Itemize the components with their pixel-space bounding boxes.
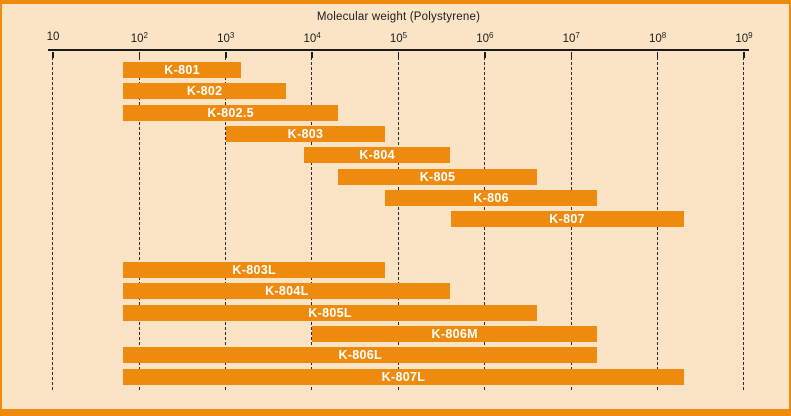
x-tick-label: 109 — [735, 31, 753, 45]
chart-title: Molecular weight (Polystyrene) — [316, 11, 481, 23]
range-bar-k-803l: K-803L — [123, 262, 386, 278]
gridline — [225, 57, 226, 390]
gridline — [397, 57, 399, 390]
bar-label: K-802 — [186, 84, 223, 99]
range-bar-k-802: K-802 — [123, 83, 287, 100]
x-tick-label: 108 — [649, 31, 667, 45]
x-tick-mark — [311, 52, 313, 58]
gridline — [138, 57, 140, 390]
x-tick-mark — [225, 52, 227, 58]
range-bar-k-804l: K-804L — [123, 283, 451, 300]
x-tick-label: 102 — [130, 31, 148, 45]
gridline — [743, 57, 745, 390]
bar-label: K-801 — [164, 63, 200, 77]
x-tick-mark — [484, 52, 486, 58]
bar-label: K-802.5 — [207, 105, 254, 120]
bar-label: K-804L — [265, 284, 309, 299]
frame-border-bottom — [0, 409, 791, 416]
range-bar-k-803: K-803 — [225, 125, 386, 142]
x-tick-mark — [397, 52, 400, 58]
x-tick-label: 10 — [46, 31, 60, 43]
frame-border-right — [789, 0, 791, 416]
bar-label: K-804 — [359, 148, 395, 163]
range-bar-k-807l: K-807L — [123, 368, 684, 385]
range-bar-k-805: K-805 — [338, 168, 537, 185]
bar-label: K-803L — [232, 263, 276, 277]
x-tick-label: 104 — [303, 31, 321, 45]
x-tick-mark — [656, 52, 659, 58]
bar-label: K-807 — [549, 212, 585, 227]
x-tick-mark — [52, 52, 54, 58]
bar-label: K-806 — [473, 190, 509, 205]
x-tick-label: 105 — [389, 31, 408, 45]
frame-border-top — [0, 0, 791, 4]
bar-label: K-805 — [419, 169, 456, 184]
bar-label: K-806M — [431, 326, 478, 341]
bar-label: K-806L — [338, 348, 382, 363]
x-tick-mark — [138, 52, 141, 58]
x-tick-label: 103 — [217, 31, 235, 45]
range-bar-k-806l: K-806L — [123, 347, 598, 364]
gridline — [311, 57, 313, 390]
range-bar-k-806m: K-806M — [312, 325, 598, 342]
range-bar-k-804: K-804 — [303, 147, 451, 164]
bar-label: K-807L — [381, 369, 426, 384]
frame-border-left — [0, 0, 2, 416]
gridline — [52, 57, 54, 390]
range-bar-k-802.5: K-802.5 — [123, 104, 339, 121]
x-tick-label: 107 — [562, 31, 580, 45]
range-bar-k-801: K-801 — [123, 62, 241, 78]
x-tick-mark — [743, 52, 745, 58]
x-tick-label: 106 — [476, 31, 494, 45]
x-axis-line — [48, 49, 749, 51]
range-bar-k-807: K-807 — [450, 211, 684, 228]
bar-label: K-803 — [287, 126, 324, 141]
range-bar-k-805l: K-805L — [123, 304, 537, 321]
range-bar-k-806: K-806 — [385, 189, 598, 206]
x-tick-mark — [570, 52, 572, 58]
bar-label: K-805L — [308, 305, 352, 320]
